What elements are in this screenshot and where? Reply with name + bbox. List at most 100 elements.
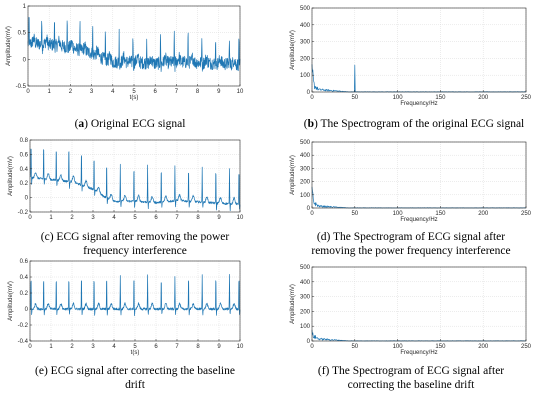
y-tick-label: 0 (307, 339, 311, 345)
y-tick-label: 0.4 (20, 275, 29, 281)
x-tick-label: 3 (91, 344, 95, 350)
caption-f-line1: (f) The Spectrogram of ECG signal after (317, 365, 505, 377)
y-tick-label: 100 (300, 193, 311, 199)
x-tick-label: 150 (435, 95, 446, 101)
x-tick-label: 50 (351, 344, 358, 350)
series-line-a (27, 17, 241, 72)
x-tick-label: 6 (154, 89, 158, 95)
caption-a-text: Original ECG signal (88, 118, 186, 130)
plot-area (312, 267, 526, 341)
x-tick-label: 8 (196, 215, 200, 221)
axes-frame (311, 266, 527, 342)
x-tick-label: 0 (28, 344, 32, 350)
x-tick-label: 1 (49, 344, 53, 350)
x-tick-label: 1 (48, 89, 52, 95)
x-tick-label: 3 (91, 215, 95, 221)
y-tick-label: 500 (300, 140, 311, 146)
chart-a: 0 1 2 3 4 5 6 7 8 9 10-0.500.51t(s)Amplitude(mV) (6, 4, 244, 101)
series-line-e (29, 273, 241, 317)
y-tick-label: 0.2 (20, 291, 29, 297)
caption-a: (a) Original ECG signal (74, 118, 186, 130)
x-tick-label: 7 (175, 215, 179, 221)
x-tick-label: 0 (310, 95, 314, 101)
caption-f-line2: correcting the baseline drift (347, 379, 475, 391)
y-tick-label: 0.6 (20, 259, 29, 265)
x-tick-label: 3 (90, 89, 94, 95)
caption-b-text: The Spectrogram of the original ECG sign… (317, 118, 525, 130)
x-tick-label: 10 (237, 215, 244, 221)
x-tick-label: 0 (28, 215, 32, 221)
caption-b-label: b (307, 118, 314, 130)
chart-b: 0 50 100 150 200 250 0 100 200 300 400 500 Frequency… (290, 6, 532, 107)
caption-e-line2: drift (125, 379, 145, 391)
chart-d: 0 50 100 150 200 250 0 100 200 300 400 500 Frequency… (290, 140, 532, 223)
caption-c-line1: (c) ECG signal after removing the power (40, 231, 230, 243)
x-tick-label: 5 (133, 215, 137, 221)
caption-e: (e) ECG signal after correcting the base… (0, 364, 270, 392)
x-tick-label: 9 (217, 89, 221, 95)
y-axis-label: Amplitude(mV) (6, 26, 12, 66)
x-tick-label: 10 (237, 344, 244, 350)
x-tick-label: 200 (478, 344, 489, 350)
y-tick-label: 200 (300, 180, 311, 186)
y-axis-label: Amplitude(mV) (290, 30, 296, 70)
plot-area (312, 142, 526, 208)
x-tick-label: 7 (175, 89, 179, 95)
y-tick-label: 0.2 (20, 181, 29, 187)
x-axis-label: Frequency/Hz (400, 101, 437, 107)
caption-d-line1: (d) The Spectrogram of ECG signal after (316, 231, 506, 243)
series-line-c (29, 148, 241, 212)
y-tick-label: 0.8 (20, 138, 29, 144)
y-axis-label: Amplitude(mV) (290, 284, 296, 324)
caption-f: (f) The Spectrogram of ECG signal after … (272, 364, 550, 392)
y-tick-label: 0.5 (18, 31, 27, 37)
y-tick-label: 300 (300, 166, 311, 172)
y-tick-label: 400 (300, 153, 311, 159)
caption-c: (c) ECG signal after removing the power … (0, 230, 270, 258)
x-tick-label: 5 (133, 344, 137, 350)
x-tick-label: 100 (393, 95, 404, 101)
x-tick-label: 6 (154, 344, 158, 350)
axes-frame (311, 141, 527, 209)
x-tick-label: 50 (351, 211, 358, 217)
chart-f: 0 50 100 150 200 250 0 100 200 300 400 500 Frequency… (290, 265, 532, 356)
plot-area (312, 8, 526, 92)
y-axis-label: Amplitude(mV) (8, 156, 14, 196)
y-tick-label: 1 (23, 4, 27, 10)
y-tick-label: 100 (300, 324, 311, 330)
chart-e: 0 1 2 3 4 5 6 7 8 9 10 -0.4 -0.2 0 0.2 0.4 0.6 t(s) Amplit… (8, 259, 244, 356)
y-tick-label: -0.2 (18, 323, 29, 329)
x-tick-label: 200 (478, 211, 489, 217)
y-tick-label: -0.2 (18, 210, 29, 216)
x-tick-label: 1 (49, 215, 53, 221)
y-tick-label: 300 (300, 295, 311, 301)
y-tick-label: 200 (300, 309, 311, 315)
x-tick-label: 100 (393, 211, 404, 217)
x-tick-label: 150 (435, 211, 446, 217)
x-tick-label: 200 (478, 95, 489, 101)
y-tick-label: 0.4 (20, 167, 29, 173)
x-axis-label: t(s) (130, 95, 139, 101)
x-tick-label: 4 (112, 344, 116, 350)
y-tick-label: 400 (300, 23, 311, 29)
x-tick-label: 100 (393, 344, 404, 350)
y-tick-label: 500 (300, 6, 311, 12)
y-axis-label: Amplitude(mV) (8, 281, 14, 321)
y-axis-label: Amplitude(mV) (290, 155, 296, 195)
x-tick-label: 50 (351, 95, 358, 101)
x-tick-label: 2 (70, 344, 74, 350)
caption-d: (d) The Spectrogram of ECG signal after … (272, 230, 550, 258)
caption-c-line2: frequency interference (83, 245, 187, 257)
x-tick-label: 8 (196, 89, 200, 95)
x-tick-label: 10 (237, 89, 244, 95)
x-tick-label: 4 (111, 89, 115, 95)
x-tick-label: 0 (26, 89, 30, 95)
y-tick-label: 0 (23, 57, 27, 63)
x-axis-label: t(s) (131, 350, 140, 356)
x-tick-label: 9 (217, 344, 221, 350)
x-tick-label: 0 (310, 211, 314, 217)
y-tick-label: 300 (300, 40, 311, 46)
caption-d-line2: removing the power frequency interferenc… (311, 245, 511, 257)
y-tick-label: 0 (25, 196, 29, 202)
